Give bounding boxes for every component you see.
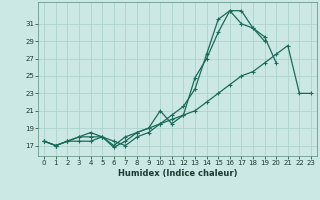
X-axis label: Humidex (Indice chaleur): Humidex (Indice chaleur) (118, 169, 237, 178)
